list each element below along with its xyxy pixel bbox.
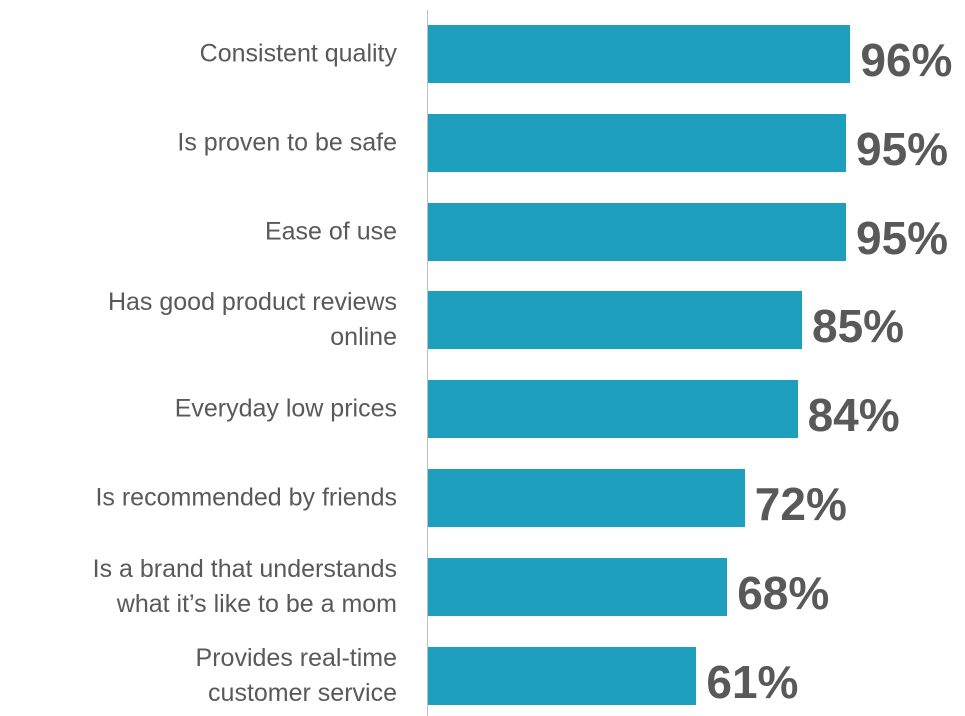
bar [428,291,802,350]
category-label: Consistent quality [199,39,397,68]
value-label: 61% [706,655,799,708]
category-label: Is a brand that understands what it’s li… [92,554,397,618]
value-label: 95% [856,122,949,175]
bar [428,646,697,705]
value-label: 84% [807,389,900,442]
bar [428,380,798,439]
value-label: 96% [860,34,953,86]
category-label: Everyday low prices [174,394,397,423]
axis-line [427,10,428,716]
category-label: Is proven to be safe [177,128,397,157]
category-label: Ease of use [264,217,397,246]
value-label: 72% [754,478,847,530]
value-label: 68% [737,566,830,619]
bar [428,469,745,527]
bar [428,113,846,172]
bar [428,25,851,83]
bar [428,202,846,261]
value-label: 85% [812,300,905,353]
category-label: Is recommended by friends [95,483,397,512]
value-label: 95% [856,211,949,264]
category-label: Provides real-time customer service [195,643,397,707]
category-label: Has good product reviews online [107,288,397,352]
bar [428,557,728,616]
